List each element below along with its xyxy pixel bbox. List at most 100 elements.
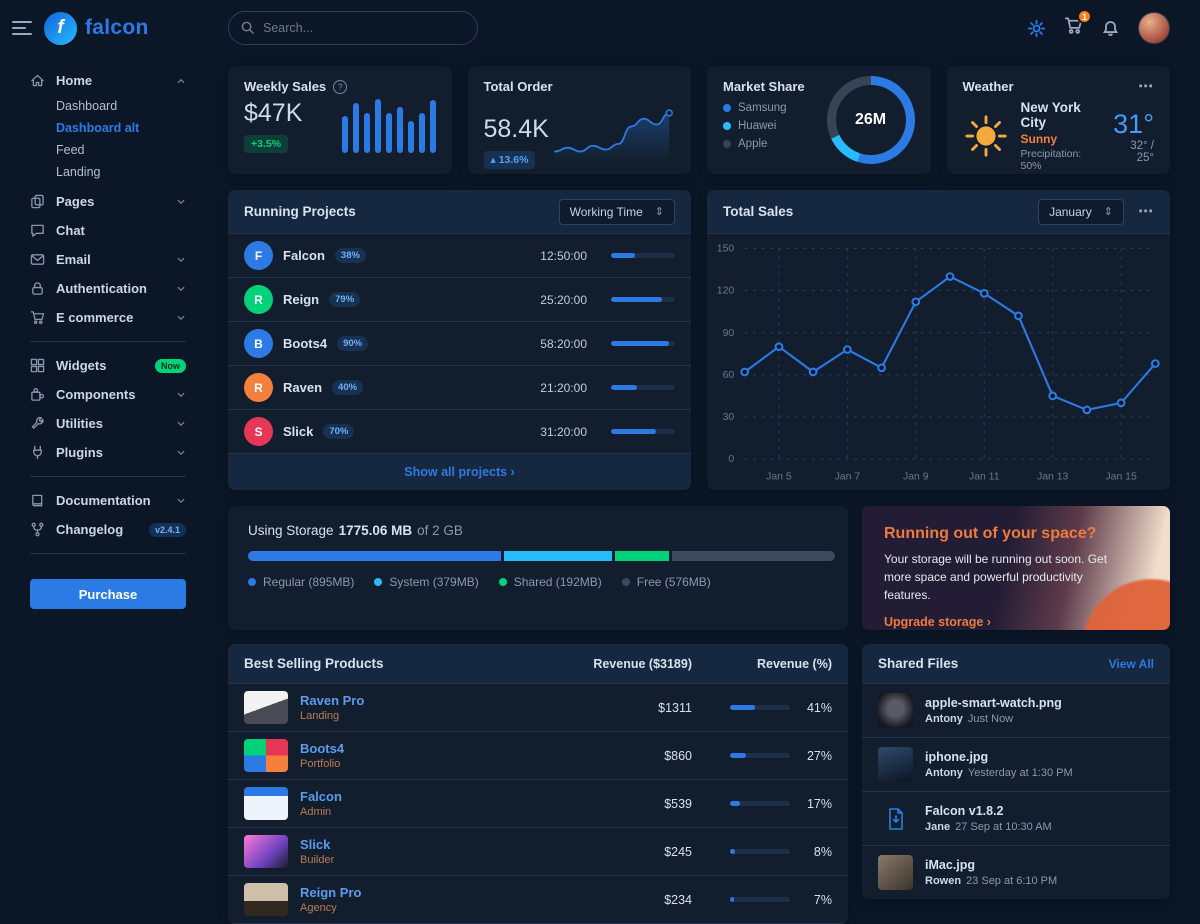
file-time: 23 Sep at 6:10 PM (966, 875, 1058, 887)
table-row: Slick Builder $245 8% (228, 828, 848, 876)
product-name-link[interactable]: Raven Pro (300, 693, 365, 708)
project-name-link[interactable]: Reign (283, 292, 320, 307)
sidebar-item-email[interactable]: Email (30, 245, 186, 274)
chevron-down-icon (176, 197, 186, 207)
legend-item: System (379MB) (374, 575, 479, 589)
product-category-link[interactable]: Admin (300, 806, 332, 818)
menu-toggle-button[interactable] (12, 21, 32, 35)
ellipsis-icon[interactable]: ⋯ (1138, 203, 1154, 220)
help-icon[interactable]: ? (333, 79, 348, 94)
project-progress-bar (611, 253, 675, 258)
purchase-button[interactable]: Purchase (30, 579, 186, 609)
progress-fill (611, 429, 656, 434)
file-thumbnail (878, 747, 913, 782)
product-name-link[interactable]: Boots4 (300, 741, 345, 756)
chevron-down-icon (176, 284, 186, 294)
plugins-icon (30, 445, 45, 460)
file-name-link[interactable]: iMac.jpg (925, 858, 976, 872)
falcon-logo[interactable]: f falcon (44, 11, 149, 45)
file-name-link[interactable]: Falcon v1.8.2 (925, 804, 1004, 818)
sidebar-item-pages[interactable]: Pages (30, 187, 186, 216)
card-title: Weather (962, 79, 1014, 94)
revenue-percent-bar (730, 753, 790, 758)
month-select[interactable]: January ⇕ (1038, 198, 1124, 225)
product-category-link[interactable]: Builder (300, 854, 335, 866)
table-row: Falcon Admin $539 17% (228, 780, 848, 828)
upgrade-storage-link[interactable]: Upgrade storage › (884, 615, 991, 629)
sidebar-item-dashboard[interactable]: Dashboard (56, 99, 118, 113)
project-time: 21:20:00 (540, 380, 587, 395)
cart-badge: 1 (1076, 9, 1092, 24)
legend-label: Apple (738, 138, 768, 150)
gear-icon[interactable] (1027, 19, 1046, 38)
storage-total-value: of 2 GB (417, 523, 463, 538)
file-owner: Rowen (925, 875, 962, 887)
search-input[interactable] (228, 11, 478, 45)
search-icon (240, 20, 255, 35)
ellipsis-icon[interactable]: ⋯ (1138, 78, 1154, 95)
progress-fill (730, 849, 735, 854)
product-name-link[interactable]: Slick (300, 837, 331, 852)
file-name-link[interactable]: apple-smart-watch.png (925, 696, 1062, 710)
cart-button[interactable]: 1 (1064, 9, 1092, 40)
project-name-link[interactable]: Falcon (283, 248, 325, 263)
chat-icon (30, 223, 45, 238)
shared-files-card: Shared Files View All apple-smart-watch.… (862, 644, 1170, 899)
working-time-select[interactable]: Working Time ⇕ (558, 198, 675, 225)
sun-icon (964, 115, 1007, 157)
sidebar-item-documentation[interactable]: Documentation (30, 486, 186, 515)
product-category-link[interactable]: Agency (300, 902, 337, 914)
pages-icon (30, 194, 45, 209)
product-revenue: $1311 (658, 700, 692, 715)
svg-text:30: 30 (723, 412, 735, 423)
avatar[interactable] (1138, 12, 1170, 44)
legend-dot (723, 140, 731, 148)
project-name-link[interactable]: Slick (283, 424, 314, 439)
view-all-link[interactable]: View All (1108, 656, 1154, 671)
project-row: F Falcon 38% 12:50:00 (228, 234, 691, 278)
sidebar-item-chat[interactable]: Chat (30, 216, 186, 245)
sidebar-item-label: Chat (56, 223, 85, 238)
project-name-link[interactable]: Boots4 (283, 336, 328, 351)
lock-icon (30, 281, 45, 296)
project-list: F Falcon 38% 12:50:00 R Reign 79% 25:20:… (228, 234, 691, 453)
product-name-link[interactable]: Falcon (300, 789, 342, 804)
product-category-link[interactable]: Portfolio (300, 758, 341, 770)
table-row: Reign Pro Agency $234 7% (228, 876, 848, 924)
sidebar-item-home[interactable]: Home (30, 66, 186, 95)
sidebar-item-ecommerce[interactable]: E commerce (30, 303, 186, 332)
sidebar-item-authentication[interactable]: Authentication (30, 274, 186, 303)
navbar-icons: 1 (1027, 9, 1170, 44)
sidebar-item-changelog[interactable]: Changelog v2.4.1 (30, 515, 186, 544)
sidebar-item-plugins[interactable]: Plugins (30, 438, 186, 467)
table-row: Raven Pro Landing $1311 41% (228, 684, 848, 732)
total-order-card: Total Order 58.4K ▴ 13.6% (467, 66, 691, 174)
progress-fill (611, 385, 637, 390)
bell-icon[interactable] (1101, 19, 1120, 38)
svg-text:60: 60 (723, 370, 735, 381)
upgrade-space-card: Running out of your space? Your storage … (862, 506, 1170, 630)
weather-precipitation: Precipitation: 50% (1020, 148, 1082, 172)
product-category-link[interactable]: Landing (300, 710, 340, 722)
sidebar-item-feed[interactable]: Feed (56, 143, 85, 157)
sidebar-item-utilities[interactable]: Utilities (30, 409, 186, 438)
project-name-link[interactable]: Raven (283, 380, 323, 395)
card-title: Weekly Sales (244, 79, 327, 94)
email-icon (30, 252, 45, 267)
sidebar-item-components[interactable]: Components (30, 380, 186, 409)
sidebar-divider (30, 553, 186, 554)
sidebar-item-landing[interactable]: Landing (56, 165, 101, 179)
show-all-projects-link[interactable]: Show all projects › (404, 465, 515, 479)
space-card-title: Running out of your space? (884, 525, 1097, 542)
chevron-up-icon (176, 76, 186, 86)
progress-fill (611, 341, 669, 346)
sidebar-item-label: Authentication (56, 281, 147, 296)
file-name-link[interactable]: iphone.jpg (925, 750, 989, 764)
weather-card: Weather ⋯ New York City Sunny (946, 66, 1170, 174)
sidebar-item-widgets[interactable]: Widgets Now (30, 351, 186, 380)
home-submenu: Dashboard Dashboard alt Feed Landing (30, 95, 186, 187)
table-row: Boots4 Portfolio $860 27% (228, 732, 848, 780)
file-time: Yesterday at 1:30 PM (967, 767, 1073, 779)
product-name-link[interactable]: Reign Pro (300, 885, 362, 900)
sidebar-item-dashboard-alt[interactable]: Dashboard alt (56, 121, 140, 135)
